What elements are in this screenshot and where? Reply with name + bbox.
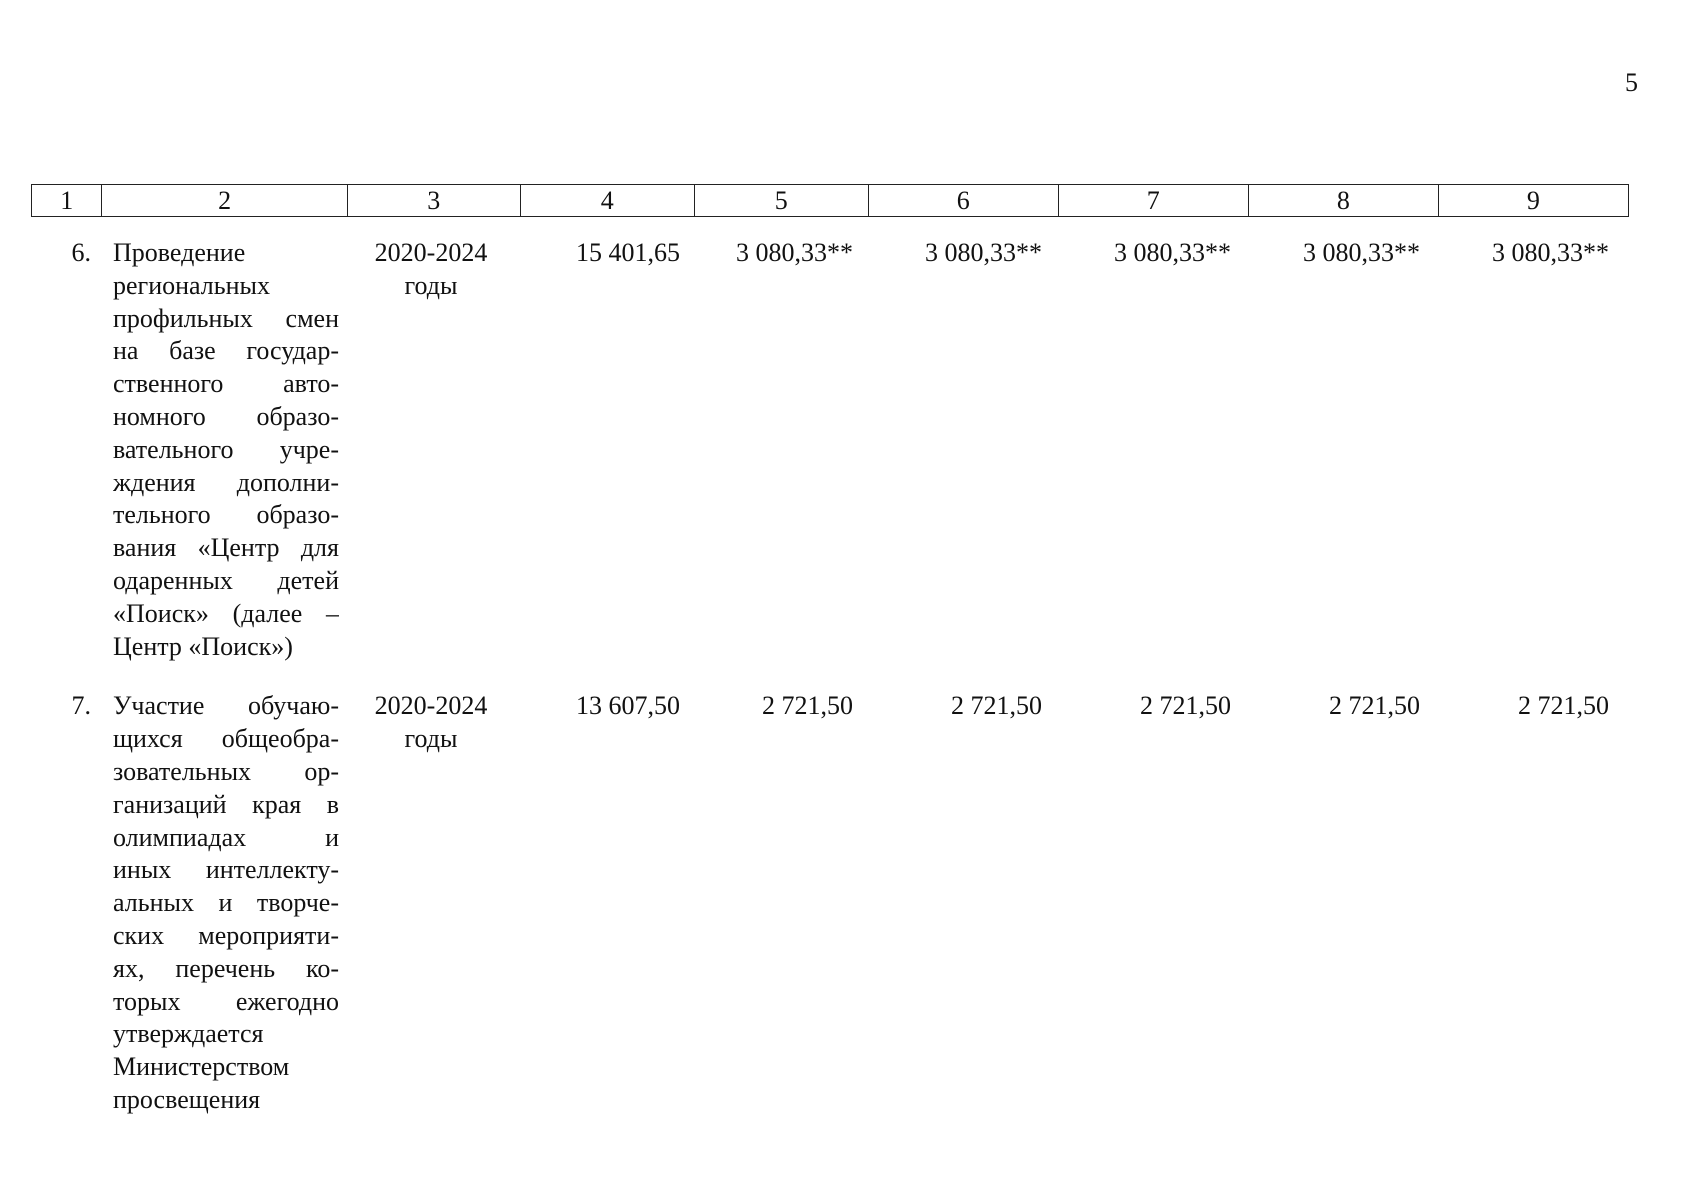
- activity-name-line: профильных смен: [113, 303, 339, 333]
- page-number: 5: [1625, 68, 1638, 97]
- activity-name-line: торых ежегодно: [113, 986, 339, 1016]
- table-body: 6. Проведение региональных профильных см…: [31, 237, 1629, 1117]
- amount-col-7: 3 080,33**: [1114, 238, 1231, 267]
- amount-col-7: 2 721,50: [1140, 691, 1231, 721]
- column-header-3: 3: [346, 184, 521, 217]
- activity-name-line: вания «Центр для: [113, 533, 339, 563]
- activity-name-line: номного образо-: [113, 401, 339, 431]
- period-years: 2020-2024: [374, 691, 488, 721]
- activity-name-line: ственного авто-: [113, 369, 339, 399]
- activity-name: Проведение региональных профильных смен …: [101, 237, 345, 663]
- activity-name-line: просвещения: [113, 1084, 261, 1114]
- activity-name-line: вательного учре-: [113, 434, 339, 464]
- activity-name-line: Министерством: [113, 1052, 290, 1082]
- activity-name-line: ганизаций края в: [113, 789, 339, 819]
- activity-name-line: региональных: [113, 270, 271, 300]
- row-number: 7.: [71, 691, 92, 721]
- activity-name-line: Участие обучаю-: [113, 691, 339, 721]
- table-row: 7. Участие обучаю- щихся общеобра- зоват…: [31, 690, 1629, 1116]
- activity-name-line: ских мероприяти-: [113, 920, 339, 950]
- activity-name-line: Проведение: [113, 238, 246, 267]
- activity-name-line: утверждается: [113, 1019, 264, 1049]
- column-header-6: 6: [867, 184, 1059, 217]
- activity-name-line: «Поиск» (далее –: [113, 598, 339, 628]
- amount-col-6: 3 080,33**: [925, 238, 1042, 267]
- column-header-1: 1: [30, 184, 103, 217]
- period-years: 2020-2024: [374, 238, 488, 267]
- amount-col-5: 2 721,50: [762, 691, 853, 721]
- activity-name: Участие обучаю- щихся общеобра- зователь…: [101, 690, 345, 1116]
- amount-col-5: 3 080,33**: [736, 238, 853, 267]
- activity-name-line: альных и творче-: [113, 888, 339, 918]
- activity-name-line: щихся общеобра-: [113, 724, 339, 754]
- total-amount: 13 607,50: [576, 691, 680, 721]
- activity-name-line: олимпиадах и: [113, 822, 339, 852]
- row-number: 6.: [71, 238, 92, 267]
- period-unit: годы: [404, 270, 458, 300]
- period-cell: 2020-2024 годы: [345, 690, 517, 1116]
- amount-col-9: 2 721,50: [1518, 691, 1609, 721]
- activity-name-line: на базе государ-: [113, 336, 339, 366]
- table-row: 6. Проведение региональных профильных см…: [31, 237, 1629, 663]
- column-header-7: 7: [1057, 184, 1249, 217]
- amount-col-8: 2 721,50: [1329, 691, 1420, 721]
- activity-name-line: тельного образо-: [113, 500, 339, 530]
- column-header-9: 9: [1437, 184, 1630, 217]
- total-amount: 15 401,65: [576, 238, 680, 267]
- column-header-2: 2: [101, 184, 348, 217]
- activity-name-line: зовательных ор-: [113, 756, 339, 786]
- period-cell: 2020-2024 годы: [345, 237, 517, 663]
- amount-col-9: 3 080,33**: [1492, 238, 1609, 267]
- activity-name-line: иных интеллекту-: [113, 855, 339, 885]
- amount-col-6: 2 721,50: [951, 691, 1042, 721]
- period-unit: годы: [404, 724, 458, 754]
- activity-name-line: Центр «Поиск»): [113, 631, 293, 661]
- activity-name-line: одаренных детей: [113, 565, 339, 595]
- amount-col-8: 3 080,33**: [1303, 238, 1420, 267]
- column-header-5: 5: [693, 184, 869, 217]
- column-header-8: 8: [1247, 184, 1439, 217]
- column-header-4: 4: [519, 184, 695, 217]
- activity-name-line: ях, перечень ко-: [113, 953, 339, 983]
- activity-name-line: ждения дополни-: [113, 467, 339, 497]
- column-number-header: 1 2 3 4 5 6 7 8 9: [30, 184, 1630, 217]
